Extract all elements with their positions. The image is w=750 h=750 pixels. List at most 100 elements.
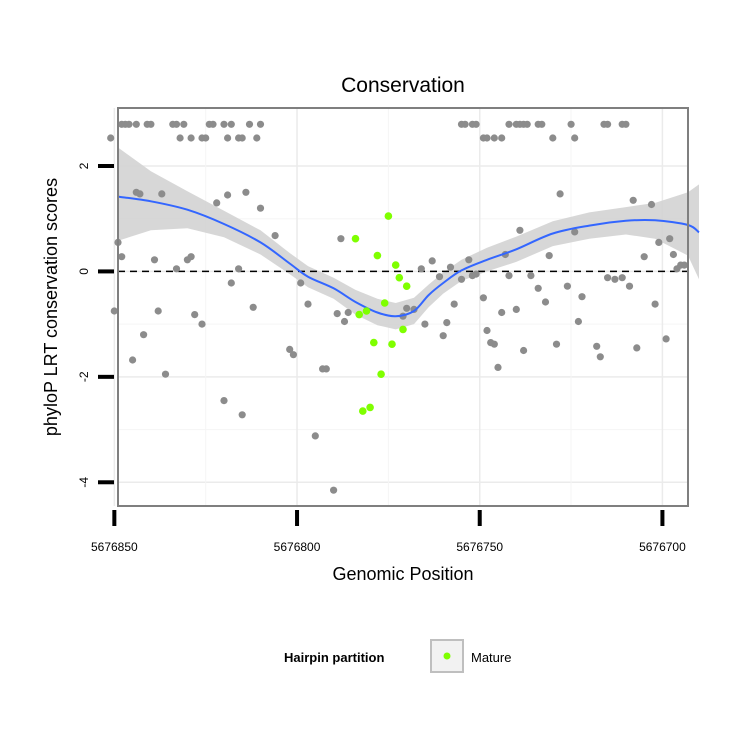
legend: Hairpin partition Mature [284,639,511,673]
data-point [666,235,674,243]
data-point [640,253,648,261]
data-point [150,256,159,264]
data-point [271,232,279,240]
data-point [289,351,297,359]
data-point [220,397,228,405]
data-point [490,134,498,142]
confidence-ribbon [118,147,699,330]
points-other [107,120,688,494]
data-point [172,265,181,273]
plot-panel [107,107,700,507]
data-point [220,120,228,128]
data-point [421,320,429,328]
data-point [461,120,469,128]
data-point [479,294,487,302]
data-point [483,134,491,142]
data-point [593,342,601,350]
data-point [512,305,520,313]
data-point [136,190,144,198]
data-point [574,317,583,326]
data-point [498,134,506,142]
data-point [172,120,181,128]
data-point-mature [370,338,378,347]
data-point [337,235,345,243]
data-point [191,311,199,319]
data-point [330,486,338,494]
data-point [567,120,575,128]
data-point [304,300,312,308]
data-point [235,265,243,273]
data-point [129,356,137,364]
data-point [147,120,155,128]
data-point [571,228,579,236]
data-point [187,253,195,261]
data-point [333,310,341,318]
y-tick-label: 0 [77,268,91,275]
data-point [541,298,550,306]
data-point [125,120,133,128]
data-point [311,432,319,440]
data-point [256,120,265,128]
y-tick-label: 2 [77,162,91,169]
data-point [158,190,166,198]
data-point [578,293,586,301]
data-point [154,307,162,315]
data-point [238,411,246,419]
data-point [140,331,148,339]
data-point [669,250,678,259]
data-point [403,304,411,312]
data-point [552,340,561,348]
data-point [180,120,188,128]
x-tick-label: 5676850 [91,540,138,554]
data-point [498,308,506,317]
data-point [611,275,619,283]
data-point [655,238,663,246]
data-point [110,307,118,315]
data-point-mature [380,299,389,307]
data-point [596,353,604,361]
data-point [450,300,458,308]
data-point [505,120,513,128]
data-point [176,134,184,142]
legend-key-mature-point [443,652,451,660]
panel-border [117,107,689,507]
data-point [625,282,634,290]
data-point [563,282,572,290]
data-point [494,363,502,371]
data-point [549,134,557,142]
data-point [428,257,436,265]
data-point [209,120,217,128]
data-point [132,120,140,128]
data-point [527,272,535,280]
data-point [465,256,473,264]
data-point [227,279,235,287]
data-point [439,332,447,340]
data-point [161,370,170,378]
data-point [118,253,126,261]
data-point [107,134,115,142]
x-tick-label: 5676750 [456,540,503,554]
data-point [249,303,257,311]
data-point-mature [391,261,400,269]
x-axis: 5676850 5676800 5676750 5676700 [91,510,686,554]
y-tick-label: -4 [77,477,91,488]
data-point [224,134,232,142]
data-point [516,226,524,234]
data-point-mature [399,325,407,334]
data-point [344,308,352,317]
data-point [435,273,444,281]
data-point [534,284,542,292]
data-point [472,270,480,278]
data-point [651,300,659,308]
data-point-mature [351,234,360,243]
data-point [242,188,250,196]
data-point [238,134,246,142]
data-point [297,279,305,287]
data-point [483,326,491,335]
data-point [556,190,564,198]
data-point-mature [373,251,382,260]
data-point [443,319,451,327]
legend-title: Hairpin partition [284,650,384,665]
y-tick-label: -2 [77,371,91,382]
